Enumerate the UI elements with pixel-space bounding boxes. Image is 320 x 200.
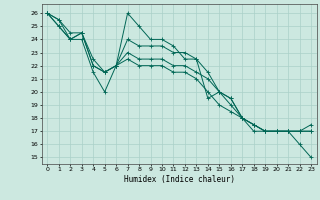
X-axis label: Humidex (Indice chaleur): Humidex (Indice chaleur) [124, 175, 235, 184]
